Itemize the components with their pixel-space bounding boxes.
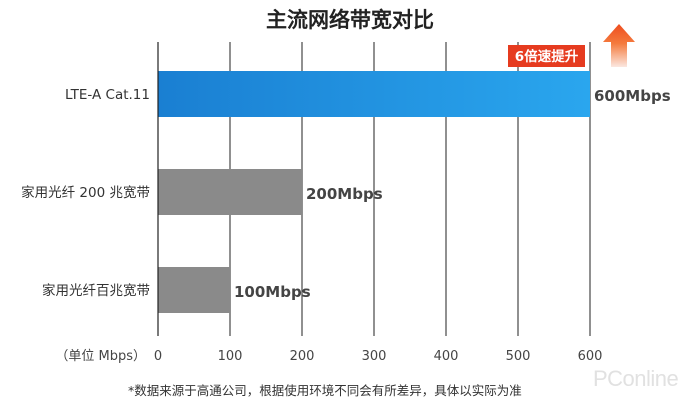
x-tick-label: 300 — [362, 349, 387, 364]
data-label: 200Mbps — [306, 185, 383, 203]
arrow-up-icon — [603, 24, 635, 67]
x-tick-label: 0 — [154, 349, 162, 364]
x-axis-label: （单位 Mbps） — [55, 349, 146, 364]
category-label: 家用光纤 200 兆宽带 — [21, 184, 150, 201]
category-label: 家用光纤百兆宽带 — [42, 282, 150, 299]
speedup-badge-label: 6倍速提升 — [515, 48, 579, 65]
data-label: 100Mbps — [234, 283, 311, 301]
chart-title: 主流网络带宽对比 — [266, 8, 434, 32]
bar — [158, 267, 230, 313]
x-tick-label: 100 — [218, 349, 243, 364]
bars: 600Mbps 200Mbps 100Mbps — [158, 71, 671, 313]
axes: 0 100 200 300 400 500 600 （单位 Mbps） LTE-A Cat.11… — [21, 42, 602, 364]
x-tick-label: 500 — [506, 349, 531, 364]
bar — [158, 169, 302, 215]
speedup-badge — [508, 45, 585, 67]
bar — [158, 71, 590, 117]
x-tick-label: 600 — [578, 349, 603, 364]
data-label: 600Mbps — [594, 87, 671, 105]
annotation: 6倍速提升 — [508, 24, 635, 67]
x-tick-label: 200 — [290, 349, 315, 364]
footnote: *数据来源于高通公司，根据使用环境不同会有所差异，具体以实际为准 — [128, 383, 522, 398]
watermark-logo: PConline — [593, 366, 679, 391]
category-label: LTE-A Cat.11 — [65, 87, 150, 103]
x-tick-label: 400 — [434, 349, 459, 364]
